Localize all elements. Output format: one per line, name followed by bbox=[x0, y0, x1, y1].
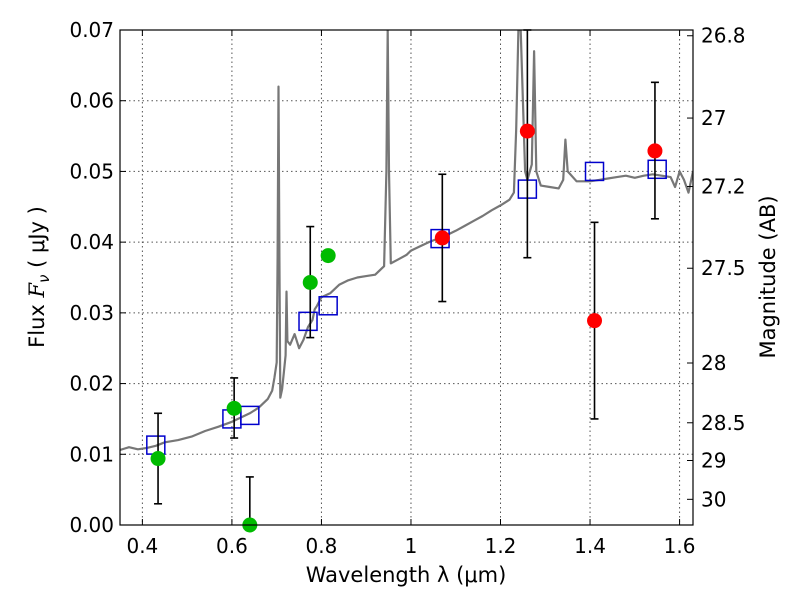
tick-layer: 0.4 0.6 0.8 1 1.2 1.4 1.6 0.00 0.01 0.02 0.03 0.04 0… bbox=[69, 18, 745, 558]
y-axis-label-prefix: Flux bbox=[25, 298, 49, 348]
plot-background bbox=[120, 30, 693, 525]
red-data-point bbox=[587, 313, 603, 329]
x-tick-label: 1 bbox=[405, 534, 418, 558]
y-tick-label: 0.01 bbox=[69, 442, 114, 466]
y-tick-label: 0.03 bbox=[69, 301, 114, 325]
model-square-point bbox=[584, 161, 605, 182]
red-data-point bbox=[519, 123, 535, 139]
model-square-point bbox=[240, 405, 260, 426]
red-data-point bbox=[647, 143, 663, 159]
red-data-point bbox=[434, 230, 450, 246]
y-axis-label-symbol: F bbox=[25, 282, 49, 299]
model-square-point bbox=[647, 159, 667, 180]
y2-tick-label: 27 bbox=[701, 106, 726, 130]
y-axis-label: Flux Fν ( μJy ) bbox=[25, 206, 53, 348]
model-square-point bbox=[318, 296, 338, 316]
x-tick-label: 1.2 bbox=[485, 534, 517, 558]
y2-tick-label: 27.5 bbox=[701, 256, 746, 280]
y2-tick-label: 26.8 bbox=[701, 24, 746, 48]
y-tick-label: 0.05 bbox=[69, 159, 114, 183]
y-axis-label-unit: ( μJy ) bbox=[25, 206, 49, 274]
spectrum-line bbox=[120, 30, 693, 452]
x-axis-label: Wavelength λ (μm) bbox=[306, 563, 507, 587]
x-tick-label: 0.8 bbox=[306, 534, 338, 558]
y-axis-label-subscript: ν bbox=[35, 275, 53, 283]
green-data-point bbox=[320, 248, 336, 264]
green-data-point bbox=[302, 274, 318, 290]
x-tick-label: 1.4 bbox=[574, 534, 606, 558]
green-data-point bbox=[226, 400, 242, 416]
plot-frame bbox=[119, 29, 694, 526]
y-tick-label: 0.07 bbox=[69, 18, 114, 42]
y-tick-label: 0.06 bbox=[69, 89, 114, 113]
x-tick-label: 1.6 bbox=[664, 534, 696, 558]
y-tick-label: 0.00 bbox=[69, 513, 114, 537]
y2-tick-label: 29 bbox=[701, 449, 726, 473]
model-square-point bbox=[298, 311, 318, 332]
y-tick-label: 0.04 bbox=[69, 230, 114, 254]
data-layer bbox=[120, 30, 693, 452]
x-tick-label: 0.6 bbox=[216, 534, 248, 558]
y-tick-label: 0.02 bbox=[69, 372, 114, 396]
y2-tick-label: 27.2 bbox=[701, 175, 746, 199]
y2-tick-label: 30 bbox=[701, 487, 726, 511]
x-tick-label: 0.4 bbox=[126, 534, 158, 558]
errorbar-layer bbox=[146, 29, 667, 533]
y2-tick-label: 28 bbox=[701, 351, 726, 375]
y2-tick-label: 28.5 bbox=[701, 411, 746, 435]
green-data-point bbox=[150, 451, 166, 467]
y2-axis-label: Magnitude (AB) bbox=[756, 195, 780, 358]
